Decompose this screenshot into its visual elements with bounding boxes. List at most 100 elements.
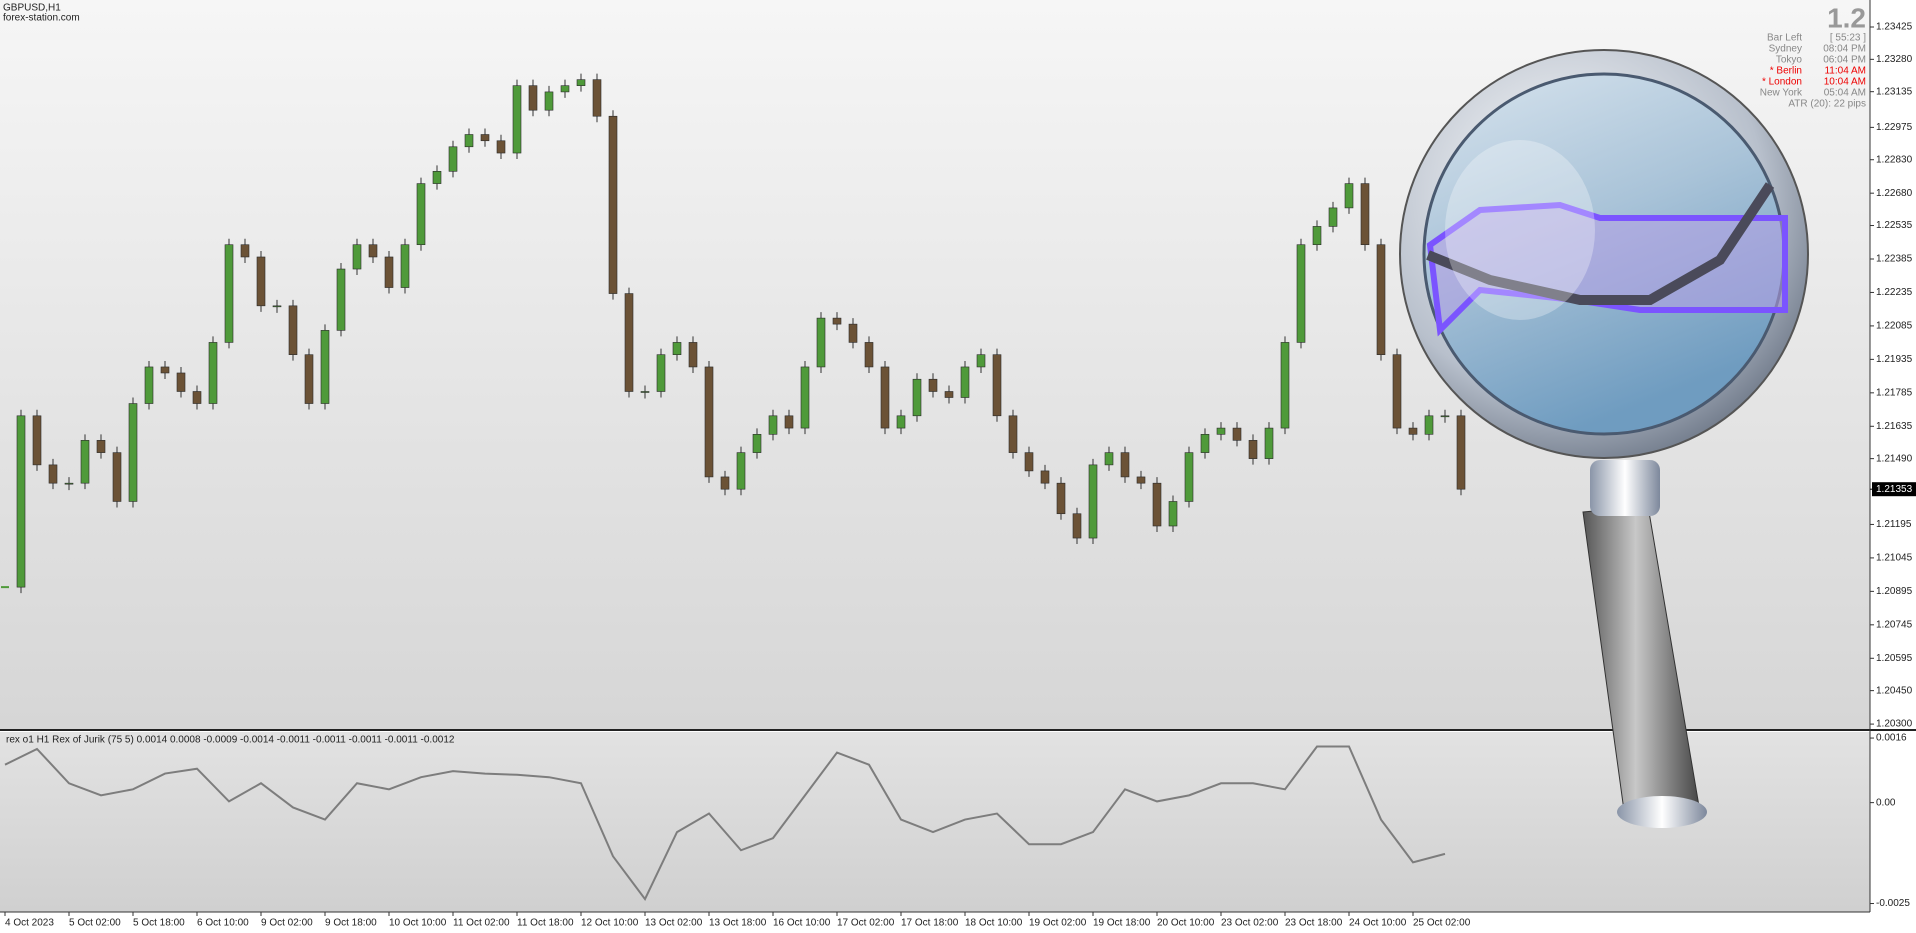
candle-body (1312, 226, 1322, 246)
lens-glare (1445, 140, 1595, 320)
candle-body (272, 305, 282, 308)
candle-body (960, 366, 970, 398)
candle-body (992, 354, 1002, 417)
clock-city: New York (1760, 88, 1803, 99)
candle-body (384, 256, 394, 288)
candle-body (1088, 464, 1098, 539)
y-tick-label: 0.00 (1876, 797, 1896, 808)
candle-body (512, 85, 522, 154)
candle-body (144, 366, 154, 404)
candle-body (1424, 415, 1434, 435)
candle-body (1200, 434, 1210, 453)
candle-body (1120, 452, 1130, 478)
indicator-panel (0, 732, 1870, 912)
candle-body (592, 79, 602, 117)
y-tick-label: 1.21045 (1876, 553, 1913, 564)
candle-body (720, 476, 730, 490)
candle-body (1440, 415, 1450, 418)
oscillator-line (4, 745, 1446, 902)
x-tick-label: 13 Oct 02:00 (645, 918, 703, 929)
y-tick-label: 1.22235 (1876, 287, 1913, 298)
x-tick-label: 5 Oct 02:00 (69, 918, 121, 929)
lens-line (1426, 182, 1775, 305)
candle-body (1056, 482, 1066, 515)
y-tick-label: 1.23135 (1876, 86, 1913, 97)
candle-body (464, 134, 474, 148)
candle-body (1344, 183, 1354, 209)
y-tick-label: 1.20745 (1876, 619, 1913, 630)
site: forex-station.com (3, 13, 80, 24)
x-tick-label: 16 Oct 10:00 (773, 918, 831, 929)
candle-body (336, 268, 346, 331)
last-price-box (1872, 482, 1916, 497)
candle-body (1216, 427, 1226, 435)
candle-body (1376, 244, 1386, 355)
clock-time: 11:04 AM (1824, 66, 1866, 77)
candle-body (1008, 415, 1018, 453)
candle-body (1456, 415, 1466, 490)
candle-body (624, 293, 634, 392)
magnifier-collar (1590, 460, 1660, 516)
x-tick-label: 17 Oct 02:00 (837, 918, 895, 929)
last-price-label: 1.21353 (1876, 484, 1913, 495)
candle-body (1328, 207, 1338, 227)
candle-body (1072, 513, 1082, 539)
y-tick-label: 1.22385 (1876, 254, 1913, 265)
candle-body (1184, 452, 1194, 502)
candle-body (848, 323, 858, 343)
candle-body (400, 244, 410, 288)
candle-body (32, 415, 42, 466)
candle-body (736, 452, 746, 490)
y-tick-label: 1.21490 (1876, 453, 1913, 464)
x-tick-label: 25 Oct 02:00 (1413, 918, 1471, 929)
clock-time: 10:04 AM (1824, 77, 1866, 88)
y-tick-label: 1.22085 (1876, 321, 1913, 332)
candle-body (256, 256, 266, 307)
candle-body (112, 452, 122, 502)
candle-body (640, 391, 650, 393)
candle-body (912, 378, 922, 417)
candle-body (496, 140, 506, 154)
x-tick-label: 19 Oct 18:00 (1093, 918, 1151, 929)
candle-body (48, 464, 58, 484)
candle-body (320, 330, 330, 404)
candle-body (1136, 476, 1146, 484)
clock-time: 06:04 PM (1823, 55, 1866, 66)
candle-body (928, 378, 938, 392)
candle-body (432, 171, 442, 184)
y-tick-label: -0.0025 (1876, 898, 1910, 909)
lens-band (1426, 201, 1788, 337)
y-tick-label: 1.21635 (1876, 421, 1913, 432)
candle-body (1408, 427, 1418, 435)
candle-body (224, 244, 234, 343)
candle-body (896, 415, 906, 429)
candle-body (1248, 440, 1258, 459)
candle-body (944, 391, 954, 398)
y-tick-label: 1.23280 (1876, 54, 1913, 65)
candle-body (688, 342, 698, 368)
symbol: GBPUSD,H1 (3, 3, 61, 14)
candle-body (880, 366, 890, 429)
candle-body (656, 354, 666, 392)
x-tick-label: 6 Oct 10:00 (197, 918, 249, 929)
clock-time: 05:04 AM (1824, 88, 1866, 99)
x-tick-label: 13 Oct 18:00 (709, 918, 767, 929)
clock-time: 08:04 PM (1823, 44, 1866, 55)
y-tick-label: 1.20595 (1876, 653, 1913, 664)
x-tick-label: 11 Oct 02:00 (453, 918, 510, 929)
candle-body (128, 403, 138, 502)
y-tick-label: 1.21195 (1876, 519, 1912, 530)
candle-body (416, 183, 426, 246)
clock-city: Sydney (1769, 44, 1802, 55)
candle-body (1168, 501, 1178, 527)
y-tick-label: 1.23425 (1876, 22, 1913, 33)
x-tick-label: 5 Oct 18:00 (133, 918, 185, 929)
candle-body (80, 440, 90, 484)
candle-body (1392, 354, 1402, 429)
y-tick-label: 1.22535 (1876, 220, 1913, 231)
x-tick-label: 20 Oct 10:00 (1157, 918, 1215, 929)
candle-body (1264, 427, 1274, 459)
y-tick-label: 1.21935 (1876, 354, 1913, 365)
clock-city: Tokyo (1776, 55, 1803, 66)
